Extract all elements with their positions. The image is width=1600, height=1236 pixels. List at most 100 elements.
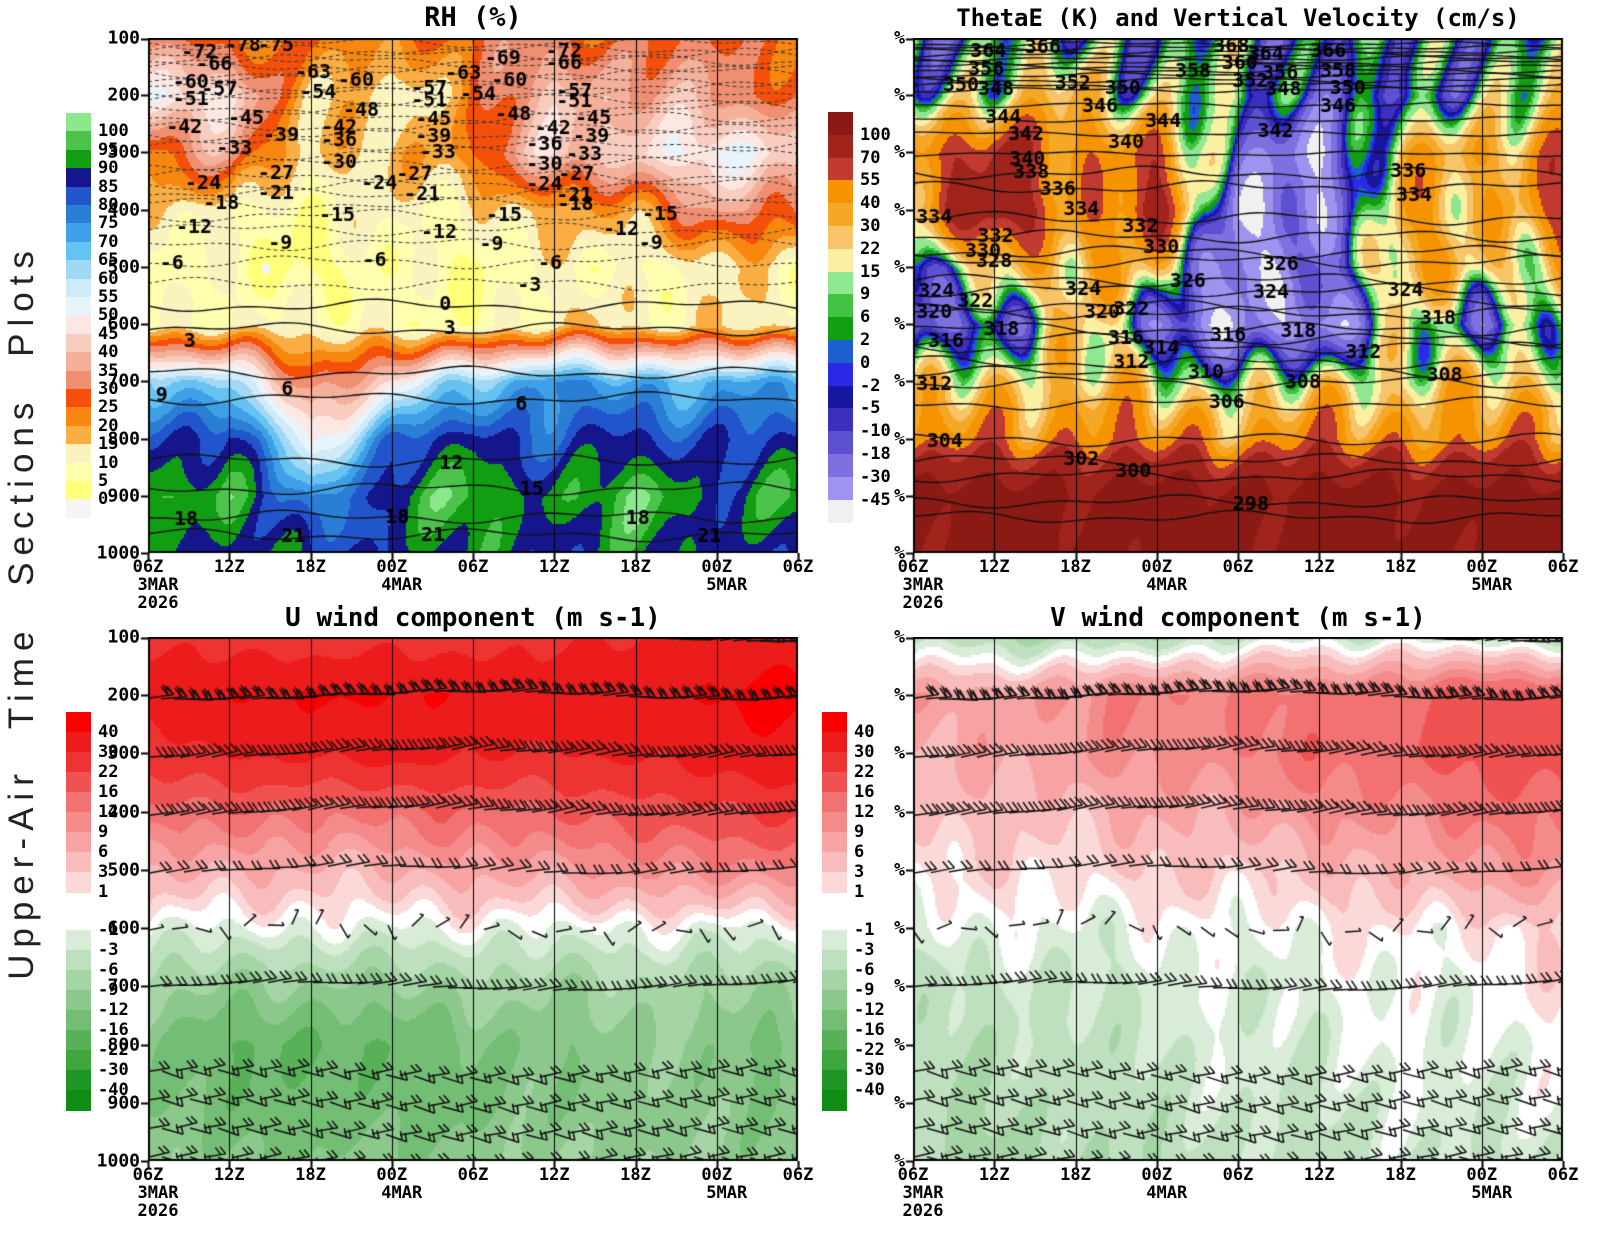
- colorbar-swatch: [822, 772, 847, 793]
- pressure-tick-label: 200: [107, 84, 140, 106]
- time-tick-label: 06Z: [457, 1165, 489, 1185]
- colorbar-swatch: [66, 168, 91, 188]
- colorbar-swatch: [66, 752, 91, 773]
- colorbar-swatch: [828, 362, 853, 387]
- colorbar-swatch: [822, 1050, 847, 1071]
- pressure-tick-label: 600: [107, 917, 140, 939]
- colorbar-swatch: [66, 131, 91, 151]
- time-tick-label: 00Z: [1466, 557, 1498, 577]
- colorbar-swatch: [66, 315, 91, 335]
- time-tick-label: 18Z: [620, 1165, 651, 1185]
- time-tick-label: 12Z: [1303, 557, 1335, 577]
- colorbar-label: 30: [854, 742, 875, 762]
- colorbar-label: 9: [860, 284, 871, 305]
- colorbar-label: -22: [854, 1040, 885, 1060]
- colorbar-swatch: [66, 872, 91, 893]
- colorbar-swatch: [828, 294, 853, 318]
- colorbar-swatch: [828, 180, 853, 204]
- time-tick-label: 06Z: [132, 1165, 164, 1185]
- colorbar-swatch: [822, 1090, 847, 1111]
- date-label: 3MAR: [902, 575, 944, 595]
- colorbar-label: -12: [854, 1000, 885, 1020]
- colorbar-swatch: [822, 792, 847, 813]
- colorbar-swatch: [66, 772, 91, 793]
- colorbar-swatch: [66, 732, 91, 753]
- colorbar-label: 30: [98, 379, 119, 399]
- pressure-tick-label: 300: [107, 141, 140, 163]
- date-label: 2026: [137, 593, 179, 613]
- time-tick-label: 06Z: [457, 557, 489, 577]
- date-label: 3MAR: [137, 1183, 179, 1203]
- pressure-tick-label: 1000: [96, 542, 140, 564]
- colorbar-label: -22: [98, 1040, 129, 1060]
- colorbar-swatch: [828, 454, 853, 478]
- pressure-tick-label: 100: [107, 626, 140, 648]
- date-label: 5MAR: [706, 575, 748, 595]
- colorbar-label: 95: [98, 139, 119, 160]
- colorbar-label: 30: [98, 742, 119, 762]
- date-label: 2026: [902, 593, 944, 613]
- colorbar-label: 16: [854, 782, 875, 802]
- v-wind-panel-title: V wind component (m s-1): [1050, 603, 1426, 633]
- colorbar-swatch: [66, 852, 91, 873]
- colorbar-swatch: [66, 223, 91, 243]
- date-label: 4MAR: [381, 575, 423, 595]
- colorbar-swatch: [828, 385, 853, 409]
- time-tick-label: 18Z: [1060, 1165, 1091, 1185]
- colorbar-label: 50: [98, 305, 119, 326]
- colorbar-swatch: [66, 812, 91, 833]
- colorbar-swatch: [66, 407, 91, 427]
- percent-tick-label: %: [894, 626, 905, 648]
- colorbar-swatch: [66, 370, 91, 390]
- colorbar-label: -30: [98, 1060, 129, 1080]
- colorbar-swatch: [66, 425, 91, 445]
- colorbar-label: 100: [860, 124, 891, 145]
- time-tick-label: 06Z: [1547, 557, 1579, 577]
- colorbar-label: 75: [98, 213, 119, 234]
- colorbar-swatch: [828, 112, 853, 136]
- colorbar-label: 70: [860, 147, 881, 168]
- colorbar-swatch: [66, 832, 91, 853]
- percent-tick-label: %: [894, 742, 905, 764]
- figure-sidebar-title: Upper-Air Time Sections Plots: [2, 244, 41, 980]
- colorbar-swatch: [828, 203, 853, 227]
- time-tick-label: 12Z: [1303, 1165, 1335, 1185]
- colorbar-swatch: [822, 1110, 847, 1131]
- colorbar-label: 1: [854, 882, 865, 902]
- colorbar-swatch: [66, 241, 91, 261]
- time-tick-label: 00Z: [701, 557, 733, 577]
- pressure-tick-label: 100: [107, 27, 140, 49]
- colorbar-label: 80: [98, 195, 119, 215]
- colorbar-label: 9: [98, 822, 109, 842]
- colorbar-label: 60: [98, 268, 119, 289]
- colorbar-label: 90: [98, 158, 119, 179]
- thetae-plot-canvas: [905, 38, 1565, 562]
- colorbar-label: -40: [854, 1080, 885, 1100]
- colorbar-label: -3: [98, 940, 119, 960]
- time-tick-label: 06Z: [1547, 1165, 1579, 1185]
- u-wind-plot-canvas: [140, 637, 800, 1170]
- colorbar-label: -16: [854, 1020, 885, 1040]
- pressure-tick-label: 400: [107, 801, 140, 823]
- colorbar-swatch: [66, 444, 91, 464]
- colorbar-label: 25: [98, 397, 119, 418]
- time-tick-label: 12Z: [978, 557, 1010, 577]
- colorbar-label: 1: [98, 882, 109, 902]
- v-wind-plot-canvas: [905, 637, 1565, 1170]
- colorbar-swatch: [66, 1050, 91, 1071]
- time-tick-label: 18Z: [295, 557, 326, 577]
- colorbar-label: -18: [860, 444, 891, 464]
- pressure-tick-label: 900: [107, 485, 140, 507]
- date-label: 3MAR: [137, 575, 179, 595]
- colorbar-label: 40: [854, 722, 875, 742]
- colorbar-swatch: [66, 389, 91, 408]
- colorbar-swatch: [66, 113, 91, 132]
- colorbar-label: -30: [854, 1060, 885, 1080]
- pressure-tick-label: 300: [107, 742, 140, 764]
- time-tick-label: 00Z: [1466, 1165, 1498, 1185]
- pressure-tick-label: 500: [107, 256, 140, 278]
- colorbar-swatch: [822, 852, 847, 873]
- colorbar-swatch: [828, 408, 853, 432]
- colorbar-swatch: [66, 1110, 91, 1131]
- colorbar-swatch: [66, 333, 91, 353]
